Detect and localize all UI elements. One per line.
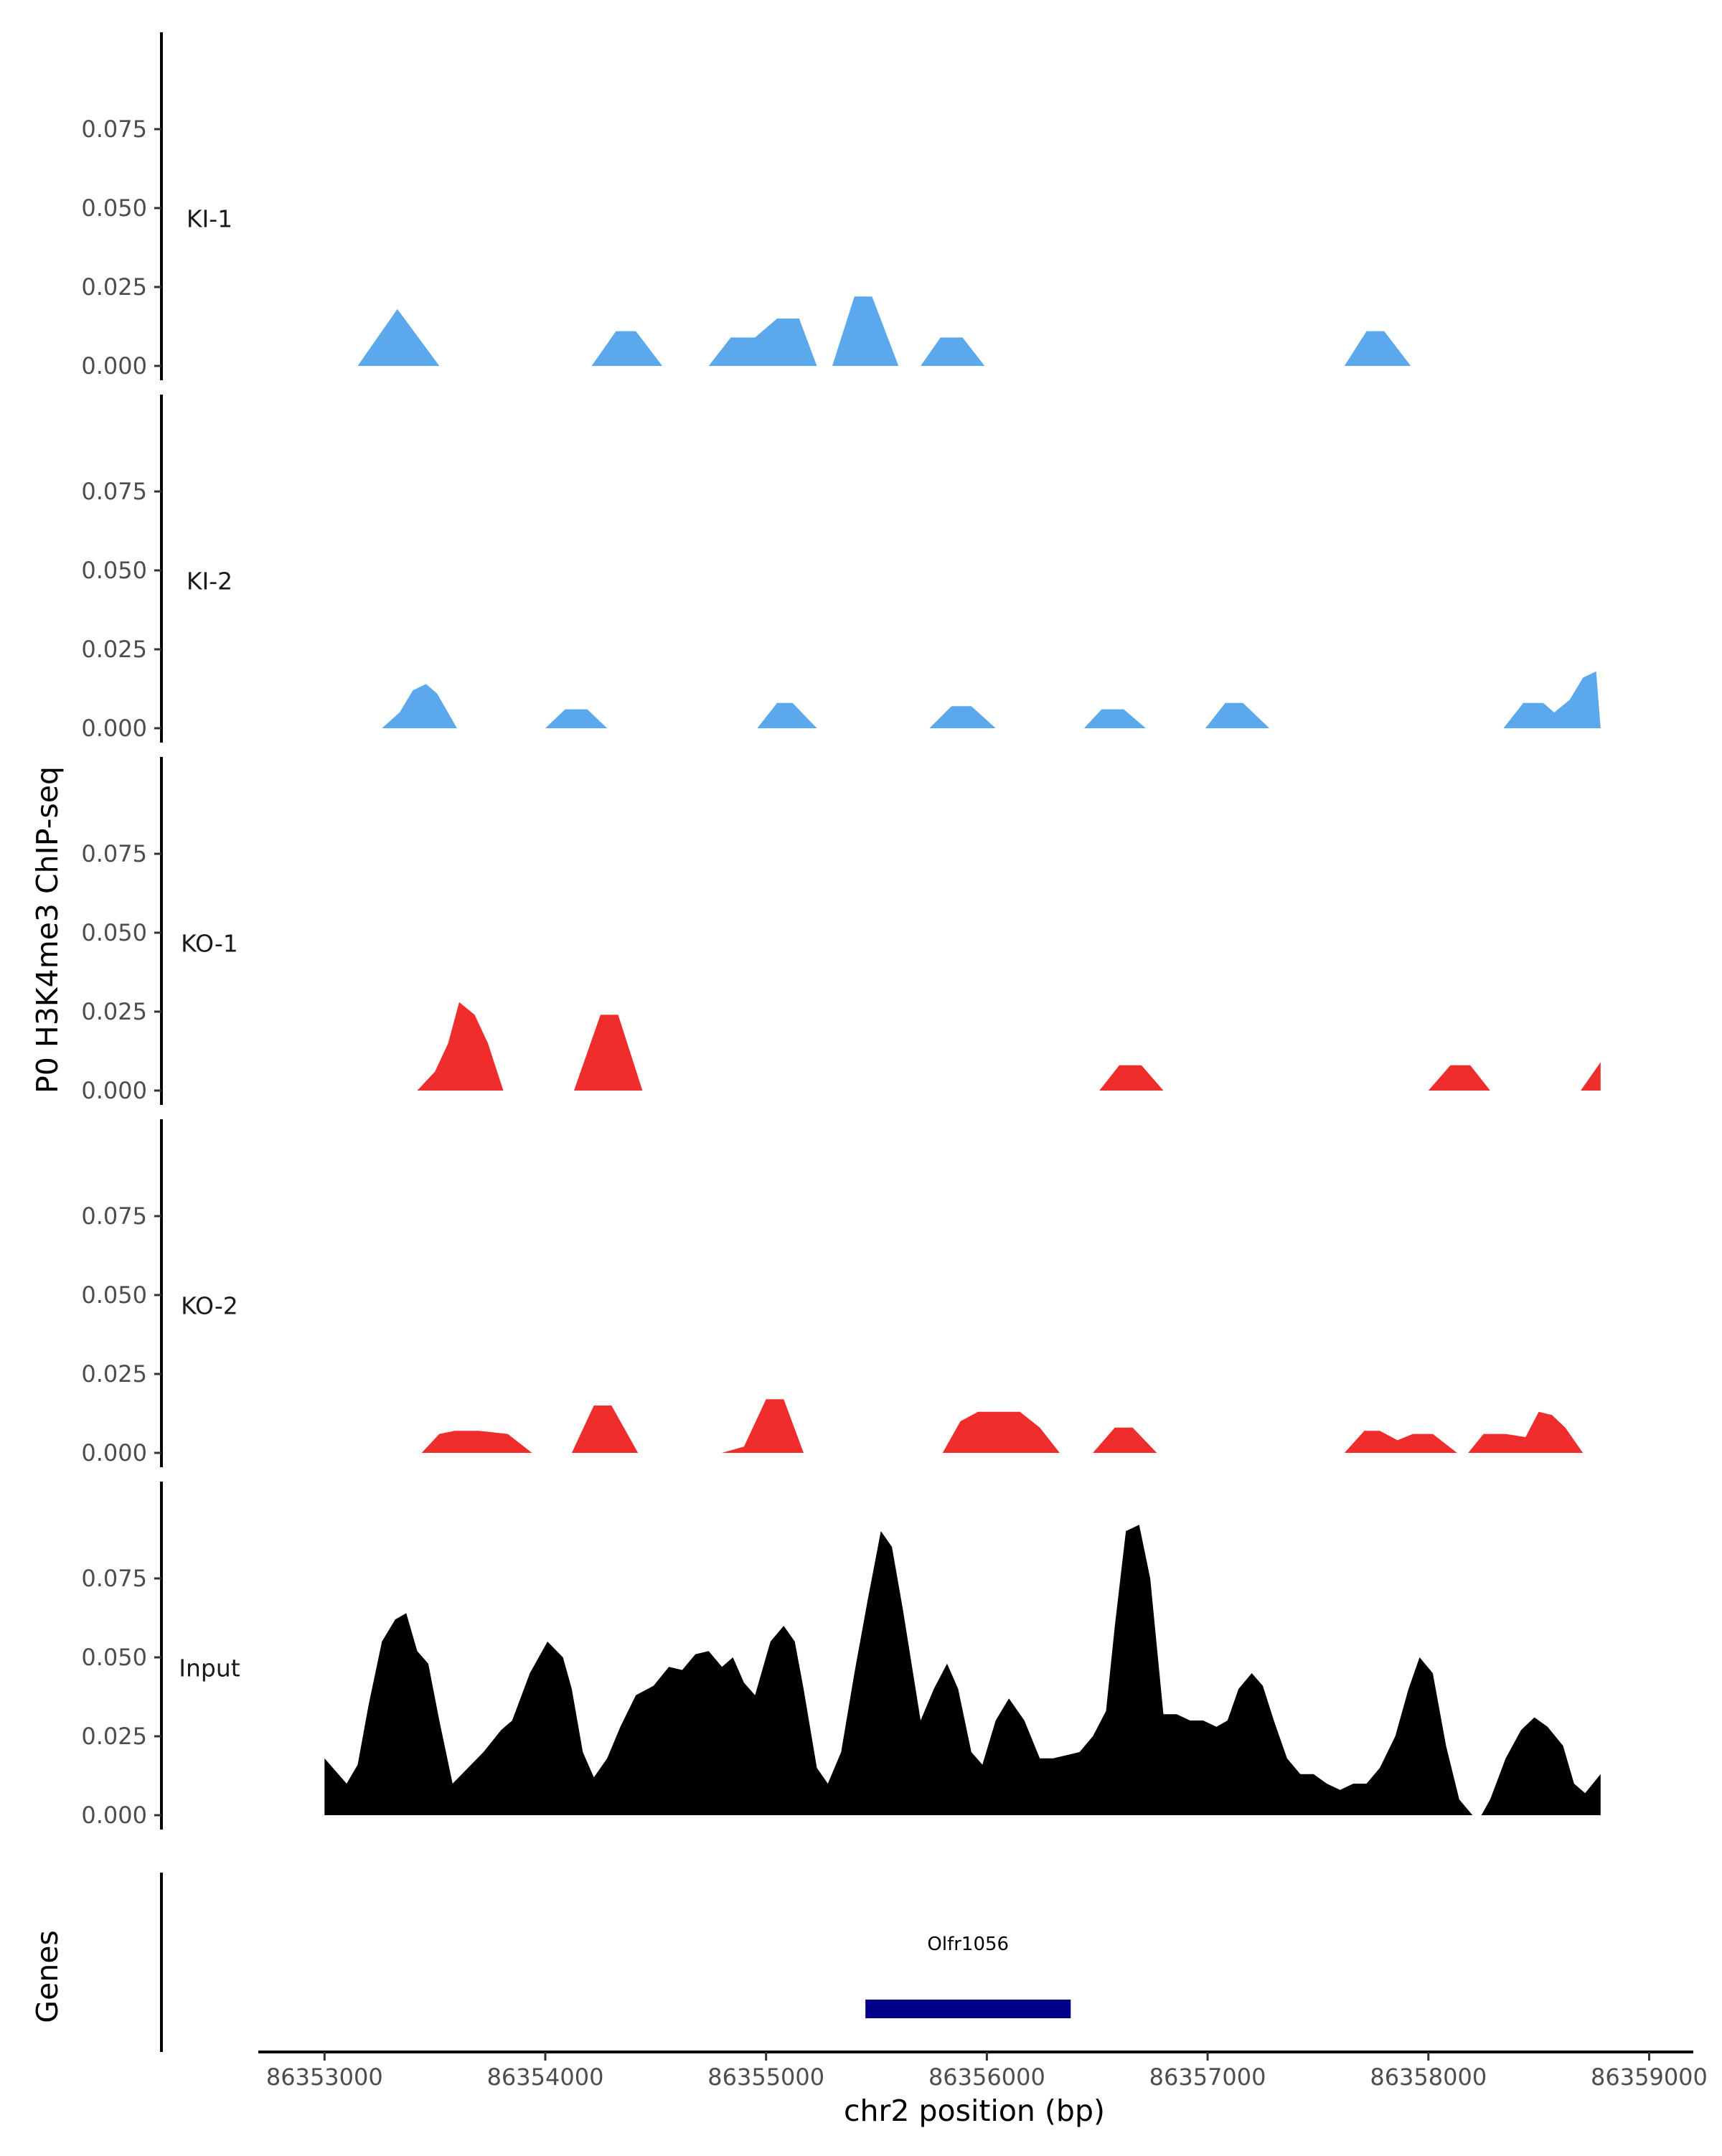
y-tick-label: 0.050	[81, 1281, 147, 1309]
y-tick-label: 0.025	[81, 998, 147, 1025]
y-tick-label: 0.000	[81, 352, 147, 380]
track-ki-2: 0.000 0.025 0.050 0.075 KI-2	[81, 395, 1601, 743]
y-tick-label: 0.025	[81, 1723, 147, 1750]
y-tick-label: 0.075	[81, 478, 147, 505]
y-tick-label: 0.050	[81, 557, 147, 584]
y-tick-label: 0.050	[81, 919, 147, 946]
x-axis-title: chr2 position (bp)	[844, 2094, 1105, 2128]
gene-track: Olfr1056	[160, 1873, 1071, 2052]
series-area-input	[324, 1525, 1601, 1815]
track-ko-2: 0.000 0.025 0.050 0.075 KO-2	[81, 1119, 1584, 1467]
y-tick-label: 0.050	[81, 1644, 147, 1671]
track-label: KO-1	[181, 929, 238, 957]
gene-bar	[865, 2000, 1071, 2018]
y-tick-label: 0.000	[81, 1802, 147, 1829]
track-label: KI-1	[187, 204, 232, 232]
gene-label: Olfr1056	[927, 1934, 1009, 1955]
x-tick-label: 86354000	[487, 2063, 604, 2091]
x-axis: 86353000 86354000 86355000 86356000 86357000…	[258, 2051, 1708, 2091]
x-tick-label: 86357000	[1149, 2063, 1266, 2091]
y-tick-label: 0.075	[81, 1202, 147, 1230]
y-tick-label: 0.000	[81, 1077, 147, 1104]
x-tick-label: 86356000	[928, 2063, 1045, 2091]
y-axis-title: P0 H3K4me3 ChIP-seq	[30, 766, 65, 1093]
y-tick-label: 0.025	[81, 636, 147, 663]
track-input: 0.000 0.025 0.050 0.075 Input	[81, 1482, 1601, 1830]
track-ko-1: 0.000 0.025 0.050 0.075 KO-1	[81, 757, 1601, 1105]
series-area-ko-1	[417, 1002, 1601, 1091]
series-area-ki-1	[357, 296, 1411, 366]
y-tick-label: 0.025	[81, 273, 147, 301]
track-label: KO-2	[181, 1291, 238, 1319]
y-tick-label: 0.075	[81, 116, 147, 143]
x-tick-label: 86359000	[1591, 2063, 1708, 2091]
y-tick-label: 0.000	[81, 1439, 147, 1467]
x-tick-label: 86355000	[707, 2063, 824, 2091]
x-tick-label: 86358000	[1370, 2063, 1487, 2091]
y-tick-label: 0.050	[81, 194, 147, 222]
y-tick-label: 0.025	[81, 1360, 147, 1388]
y-tick-label: 0.075	[81, 840, 147, 867]
tracks: 0.0000.0250.0500.075KI-10.0000.0250.0500…	[81, 32, 1601, 1830]
gene-track-title: Genes	[30, 1930, 65, 2023]
track-label: KI-2	[187, 567, 232, 595]
track-label: Input	[179, 1654, 240, 1682]
x-tick-label: 86353000	[266, 2063, 383, 2091]
track-ki-1: 0.000 0.025 0.050 0.075 KI-1	[81, 32, 1411, 380]
y-tick-label: 0.075	[81, 1565, 147, 1592]
y-tick-label: 0.000	[81, 715, 147, 742]
series-area-ko-2	[421, 1399, 1584, 1453]
